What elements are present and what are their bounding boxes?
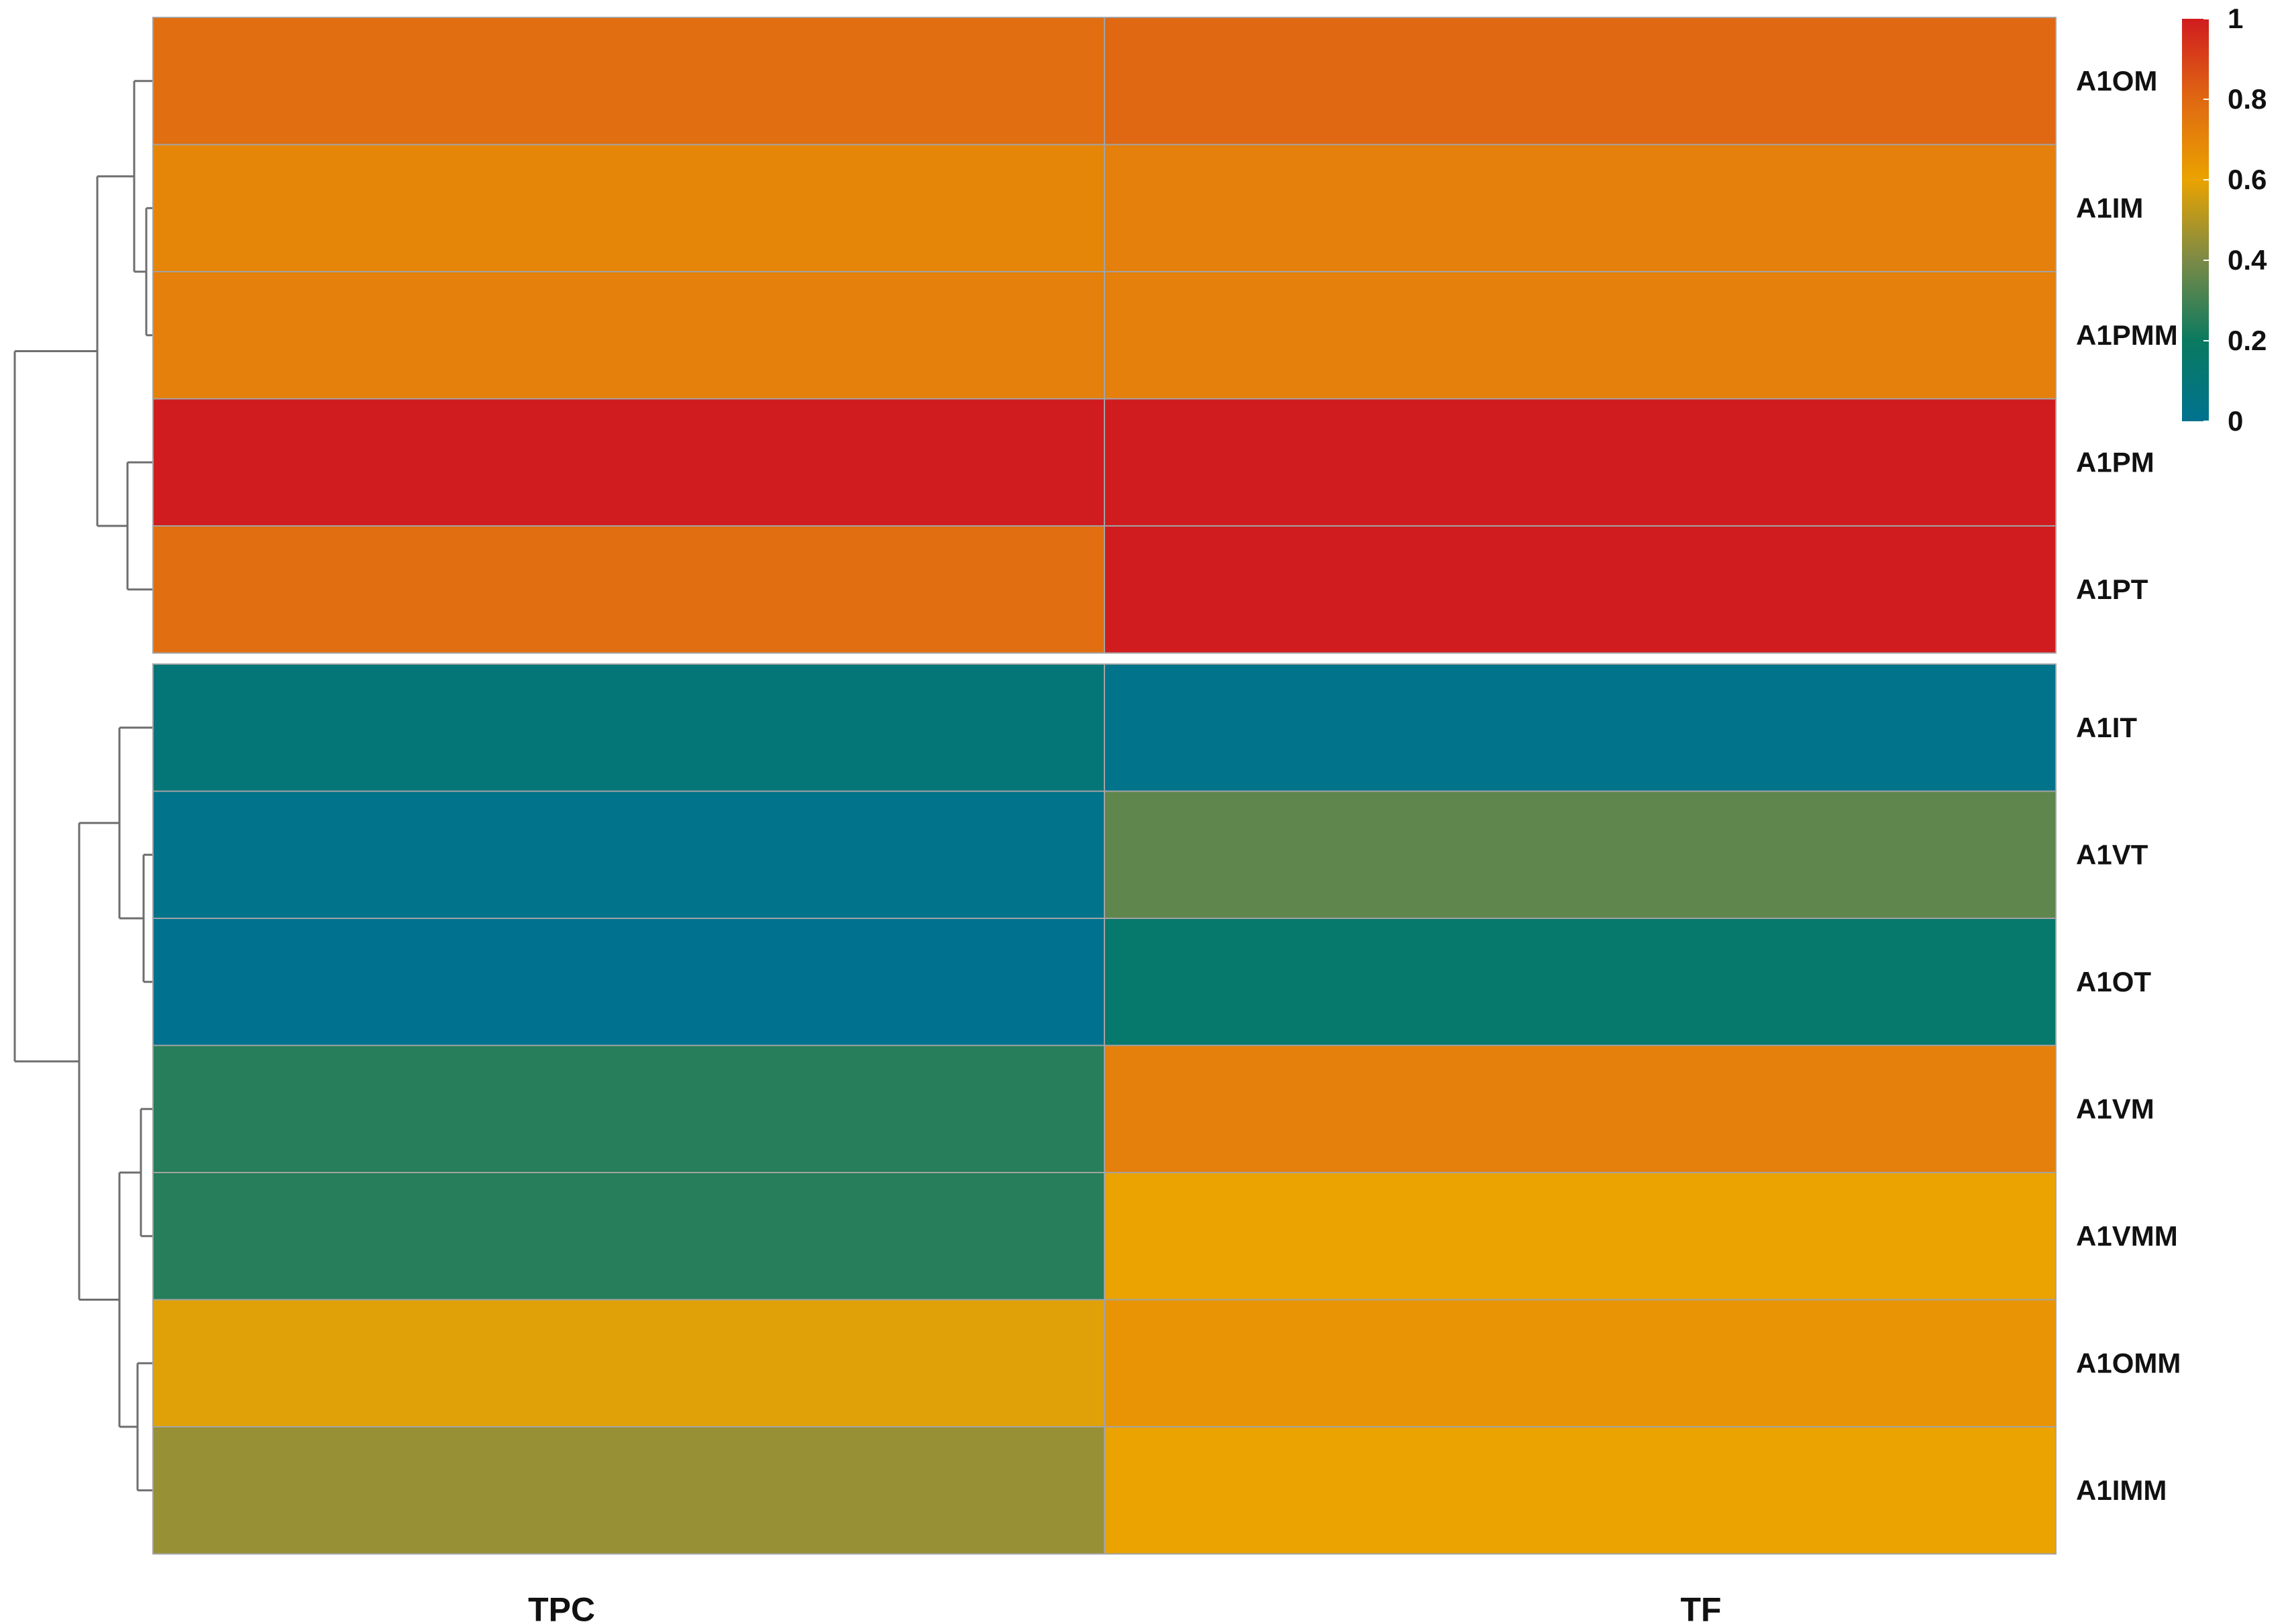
row-label-a1it: A1IT	[2076, 712, 2137, 743]
cell-a1it-tf	[1104, 663, 2057, 792]
cell-a1ot-tpc	[152, 918, 1105, 1046]
cell-a1vt-tpc	[152, 790, 1105, 919]
row-labels: A1OM A1IM A1PMM A1PM A1PT A1IT A1VT A1OT A1VM A1V…	[2076, 65, 2181, 1506]
cell-a1im-tpc	[152, 144, 1105, 272]
row-label-a1vt: A1VT	[2076, 838, 2148, 870]
column-label-tpc: TPC	[528, 1591, 595, 1624]
cell-a1pm-tf	[1104, 398, 2057, 527]
heatmap-cells	[152, 17, 2057, 1555]
cell-a1ot-tf	[1104, 918, 2057, 1046]
cell-a1it-tpc	[152, 663, 1105, 792]
row-label-a1im: A1IM	[2076, 192, 2143, 223]
color-legend: 1 0.8 0.6 0.4 0.2 0	[2182, 3, 2267, 437]
row-dendrogram	[13, 80, 153, 1492]
cell-a1imm-tpc	[152, 1426, 1105, 1555]
legend-tick-label-1: 0.8	[2228, 83, 2267, 115]
column-label-tf: TF	[1680, 1591, 1721, 1624]
cell-a1vt-tf	[1104, 790, 2057, 919]
cell-a1pt-tpc	[152, 525, 1105, 654]
cell-a1vmm-tf	[1104, 1172, 2057, 1301]
legend-tick-label-0: 1	[2228, 3, 2243, 34]
row-label-a1imm: A1IMM	[2076, 1474, 2167, 1506]
cell-a1omm-tpc	[152, 1299, 1105, 1427]
row-label-a1ot: A1OT	[2076, 966, 2151, 997]
cell-a1pm-tpc	[152, 398, 1105, 527]
row-label-a1vmm: A1VMM	[2076, 1220, 2178, 1252]
legend-tick-label-2: 0.6	[2228, 164, 2267, 195]
cell-a1pmm-tpc	[152, 271, 1105, 400]
cell-a1pt-tf	[1104, 525, 2057, 654]
cell-a1om-tpc	[152, 17, 1105, 146]
legend-tick-label-4: 0.2	[2228, 325, 2267, 356]
cell-a1vm-tf	[1104, 1044, 2057, 1173]
cell-a1om-tf	[1104, 17, 2057, 146]
cell-a1omm-tf	[1104, 1299, 2057, 1427]
legend-color-bar	[2182, 19, 2209, 421]
legend-tick-label-3: 0.4	[2228, 244, 2267, 276]
row-label-a1pm: A1PM	[2076, 446, 2154, 478]
row-label-a1pmm: A1PMM	[2076, 319, 2178, 351]
cell-a1pmm-tf	[1104, 271, 2057, 400]
cell-a1imm-tf	[1104, 1426, 2057, 1555]
row-label-a1vm: A1VM	[2076, 1093, 2154, 1124]
column-labels: TPC TF	[528, 1591, 1722, 1624]
cell-a1vmm-tpc	[152, 1172, 1105, 1301]
row-label-a1omm: A1OMM	[2076, 1347, 2181, 1378]
row-label-a1pt: A1PT	[2076, 574, 2148, 605]
cell-a1vm-tpc	[152, 1044, 1105, 1173]
cell-a1im-tf	[1104, 144, 2057, 272]
legend-tick-label-5: 0	[2228, 405, 2243, 437]
row-label-a1om: A1OM	[2076, 65, 2157, 97]
